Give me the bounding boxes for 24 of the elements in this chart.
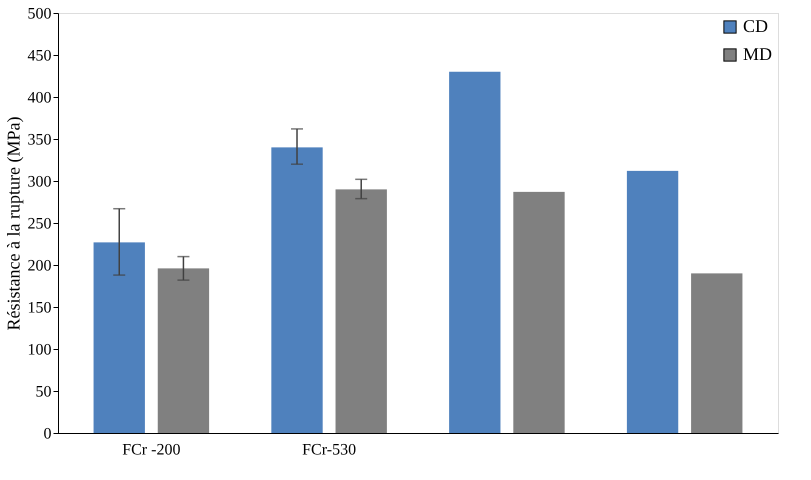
bar xyxy=(513,192,565,433)
y-tick-label: 500 xyxy=(28,6,52,22)
bar xyxy=(336,189,387,433)
legend-label: CD xyxy=(743,16,768,36)
bar xyxy=(158,268,210,433)
bar xyxy=(691,273,742,433)
bar xyxy=(626,170,678,433)
y-tick-label: 450 xyxy=(28,48,52,64)
y-tick-label: 100 xyxy=(28,342,52,358)
legend-label: MD xyxy=(743,44,772,64)
y-axis-title: Résistance à la rupture (MPa) xyxy=(4,116,24,330)
y-tick-label: 150 xyxy=(28,300,52,316)
y-tick-label: 350 xyxy=(28,132,52,148)
bar xyxy=(94,242,145,433)
y-tick-label: 200 xyxy=(28,258,52,274)
y-tick-label: 0 xyxy=(44,426,52,442)
bar xyxy=(449,72,500,433)
x-tick-label: FCr-530 xyxy=(302,442,356,458)
y-tick-label: 300 xyxy=(28,174,52,190)
y-tick-label: 400 xyxy=(28,90,52,106)
x-tick-label: FCr -200 xyxy=(122,442,180,458)
y-tick-label: 50 xyxy=(36,384,52,400)
y-tick-label: 250 xyxy=(28,216,52,232)
bar xyxy=(271,147,323,433)
